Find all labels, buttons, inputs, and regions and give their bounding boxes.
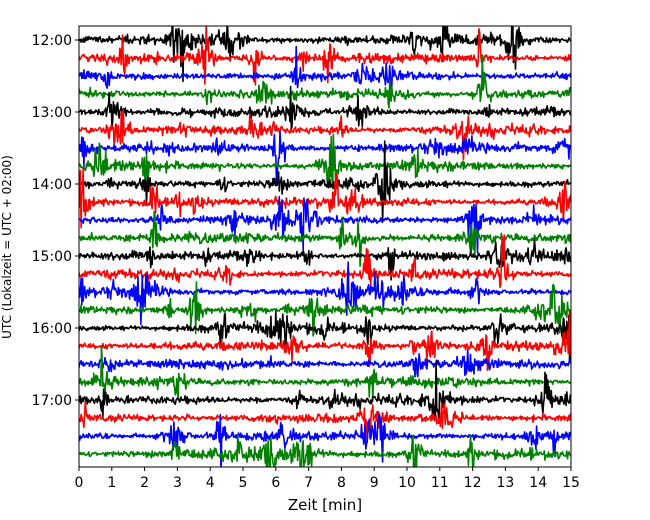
x-tick-label: 15 xyxy=(562,475,580,491)
trace-line xyxy=(79,281,571,337)
trace-line xyxy=(79,400,571,442)
x-tick-label: 1 xyxy=(107,475,116,491)
y-tick-label: 12:00 xyxy=(32,33,72,49)
x-tick-label: 10 xyxy=(398,475,416,491)
trace-line xyxy=(79,26,571,83)
x-tick-label: 4 xyxy=(206,475,215,491)
trace-line xyxy=(79,210,571,268)
y-tick-label: 13:00 xyxy=(32,105,72,121)
x-tick-label: 9 xyxy=(370,475,379,491)
x-tick-label: 12 xyxy=(464,475,482,491)
trace-line xyxy=(79,109,571,161)
trace-line xyxy=(79,310,571,371)
x-tick-label: 3 xyxy=(173,475,182,491)
trace-line xyxy=(79,45,571,90)
trace-line xyxy=(79,195,571,254)
y-axis: 12:00 13:00 14:00 15:00 16:00 17:00 xyxy=(32,33,79,409)
y-tick-label: 17:00 xyxy=(32,393,72,409)
x-tick-label: 14 xyxy=(529,475,547,491)
x-tick-label: 7 xyxy=(304,475,313,491)
trace-line xyxy=(79,261,571,326)
trace-line xyxy=(79,54,571,109)
x-axis: 0 1 2 3 4 5 6 7 8 9 10 11 12 13 14 15 xyxy=(75,467,580,491)
trace-line xyxy=(79,310,571,363)
x-tick-label: 6 xyxy=(271,475,280,491)
x-tick-label: 0 xyxy=(75,475,84,491)
trace-layer xyxy=(79,26,571,467)
x-tick-label: 2 xyxy=(140,475,149,491)
x-tick-label: 5 xyxy=(239,475,248,491)
trace-line xyxy=(79,140,571,223)
trace-line xyxy=(79,234,571,289)
trace-line xyxy=(79,239,571,281)
plot-frame xyxy=(78,25,572,468)
y-axis-label: UTC (Lokalzeit = UTC + 02:00) xyxy=(0,155,14,339)
trace-line xyxy=(79,360,571,424)
y-tick-label: 16:00 xyxy=(32,321,72,337)
y-tick-label: 15:00 xyxy=(32,249,72,265)
trace-line xyxy=(79,349,571,378)
trace-line xyxy=(79,166,571,229)
trace-line xyxy=(79,413,571,467)
x-axis-label: Zeit [min] xyxy=(288,496,362,514)
y-tick-label: 14:00 xyxy=(32,177,72,193)
trace-line xyxy=(79,434,571,467)
trace-line xyxy=(79,133,571,192)
trace-line xyxy=(79,344,571,402)
x-tick-label: 13 xyxy=(496,475,514,491)
trace-line xyxy=(79,130,571,186)
x-tick-label: 8 xyxy=(337,475,346,491)
trace-line xyxy=(79,85,571,131)
x-tick-label: 11 xyxy=(431,475,449,491)
trace-line xyxy=(79,26,571,86)
